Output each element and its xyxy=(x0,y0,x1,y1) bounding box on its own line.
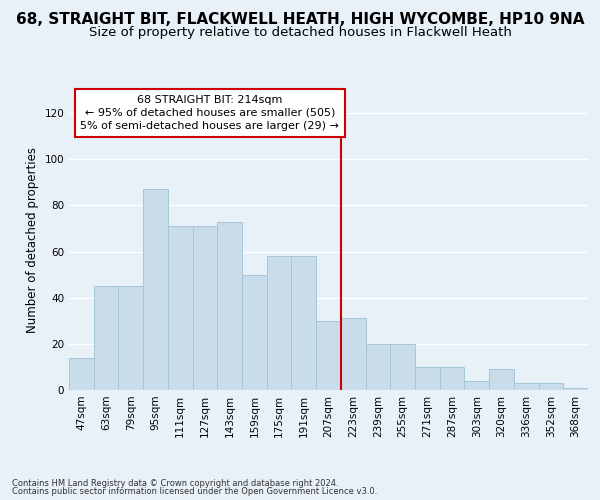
Bar xyxy=(440,367,464,390)
Bar xyxy=(464,381,489,390)
Bar xyxy=(94,286,118,390)
Bar xyxy=(69,358,94,390)
Bar xyxy=(267,256,292,390)
Bar xyxy=(415,367,440,390)
Text: 68 STRAIGHT BIT: 214sqm
← 95% of detached houses are smaller (505)
5% of semi-de: 68 STRAIGHT BIT: 214sqm ← 95% of detache… xyxy=(80,94,340,131)
Bar xyxy=(118,286,143,390)
Text: Contains HM Land Registry data © Crown copyright and database right 2024.: Contains HM Land Registry data © Crown c… xyxy=(12,478,338,488)
Y-axis label: Number of detached properties: Number of detached properties xyxy=(26,147,39,333)
Bar xyxy=(365,344,390,390)
Bar xyxy=(168,226,193,390)
Bar xyxy=(341,318,365,390)
Bar xyxy=(217,222,242,390)
Bar xyxy=(316,321,341,390)
Bar xyxy=(390,344,415,390)
Bar xyxy=(514,383,539,390)
Text: Contains public sector information licensed under the Open Government Licence v3: Contains public sector information licen… xyxy=(12,487,377,496)
Bar xyxy=(292,256,316,390)
Bar xyxy=(489,369,514,390)
Bar xyxy=(143,189,168,390)
Text: Size of property relative to detached houses in Flackwell Heath: Size of property relative to detached ho… xyxy=(89,26,511,39)
Bar xyxy=(242,274,267,390)
Text: 68, STRAIGHT BIT, FLACKWELL HEATH, HIGH WYCOMBE, HP10 9NA: 68, STRAIGHT BIT, FLACKWELL HEATH, HIGH … xyxy=(16,12,584,28)
Bar xyxy=(563,388,588,390)
Bar xyxy=(539,383,563,390)
Bar xyxy=(193,226,217,390)
